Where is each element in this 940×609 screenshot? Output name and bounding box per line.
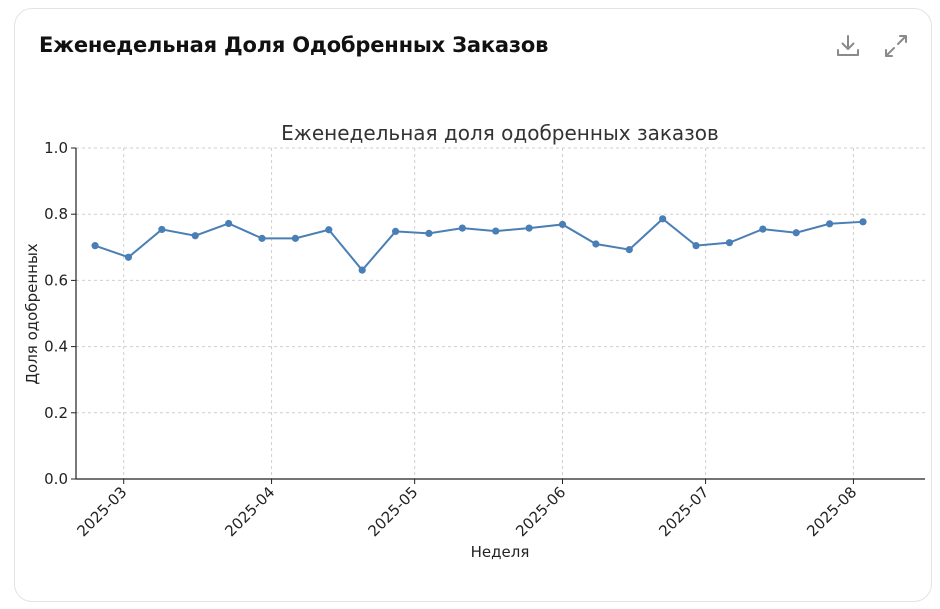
x-tick-label: 2025-05 xyxy=(364,483,421,540)
data-point xyxy=(826,220,834,228)
data-point xyxy=(91,242,99,250)
x-tick-label: 2025-08 xyxy=(803,483,860,540)
download-button[interactable] xyxy=(833,31,863,61)
data-point xyxy=(458,224,466,232)
series-group xyxy=(91,215,867,274)
data-point xyxy=(525,224,533,232)
data-point xyxy=(225,219,233,228)
y-axis-title: Доля одобренных xyxy=(23,243,41,384)
data-point xyxy=(158,225,166,234)
y-tick-label: 0.2 xyxy=(44,404,68,422)
data-point xyxy=(625,246,633,254)
y-tick-label: 0.4 xyxy=(44,338,68,356)
data-point xyxy=(492,227,500,235)
x-tick-label: 2025-03 xyxy=(73,483,130,540)
x-tick-label: 2025-06 xyxy=(512,483,569,540)
y-ticks: 0.0 0.2 0.4 0.6 0.8 1.0 xyxy=(44,139,76,488)
chart-title: Еженедельная доля одобренных заказов xyxy=(281,121,719,145)
data-point xyxy=(425,229,433,237)
data-point xyxy=(558,220,567,229)
data-point xyxy=(859,218,867,226)
y-tick-label: 0.6 xyxy=(44,271,68,289)
data-point xyxy=(759,225,767,233)
series-line xyxy=(94,217,864,272)
data-point xyxy=(358,266,366,274)
data-point xyxy=(692,242,700,250)
x-ticks: 2025-03 2025-04 2025-05 2025-06 2025-07 2025-… xyxy=(73,479,860,540)
expand-button[interactable] xyxy=(881,31,911,61)
y-tick-label: 0.0 xyxy=(44,470,68,488)
data-point xyxy=(325,226,333,234)
x-tick-label: 2025-04 xyxy=(221,483,278,540)
download-icon xyxy=(837,35,859,56)
x-axis-title: Неделя xyxy=(471,543,530,561)
data-point xyxy=(291,234,300,242)
data-point xyxy=(124,253,133,261)
x-tick-label: 2025-07 xyxy=(655,483,712,540)
grid-lines xyxy=(76,147,925,480)
data-point xyxy=(592,240,600,248)
data-point xyxy=(391,227,400,236)
data-point xyxy=(191,232,199,240)
data-point xyxy=(258,234,266,242)
expand-icon xyxy=(885,35,907,57)
chart-card: Еженедельная Доля Одобренных Заказов xyxy=(14,8,932,602)
data-point xyxy=(725,239,734,247)
y-tick-label: 0.8 xyxy=(44,205,68,223)
axes xyxy=(75,148,925,480)
y-tick-label: 1.0 xyxy=(44,139,68,157)
data-point xyxy=(659,215,667,223)
card-title: Еженедельная Доля Одобренных Заказов xyxy=(39,33,549,57)
data-point xyxy=(792,229,800,237)
